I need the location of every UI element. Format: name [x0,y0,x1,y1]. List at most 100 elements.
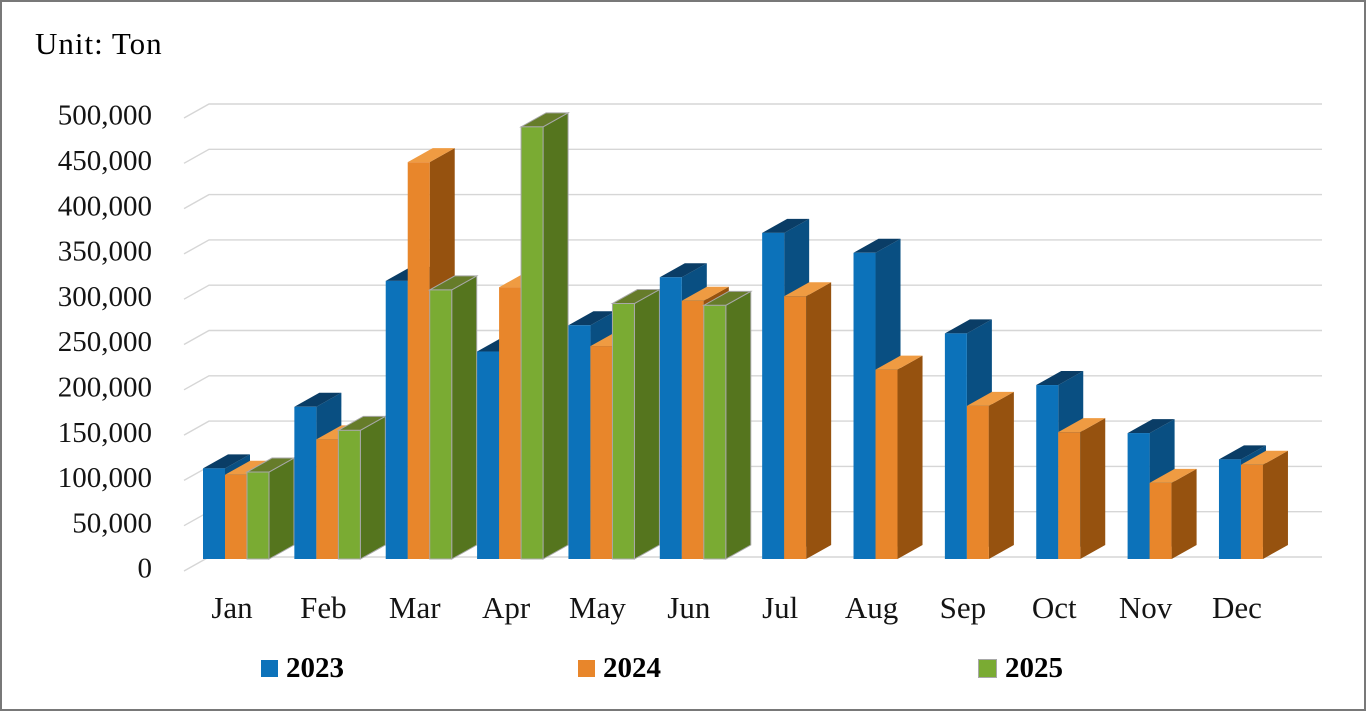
gridline [183,329,1322,346]
bar-side-2025-May [633,288,660,560]
bar-top-2024-Jun [681,286,729,301]
y-axis-tick-label: 250,000 [58,326,152,358]
bar-top-2023-Jul [762,218,810,233]
bar-2025-Jan [246,471,270,560]
bar-top-2023-Feb [294,392,342,407]
x-axis-month-label: Mar [389,590,441,625]
x-axis-month-label: Feb [300,590,347,625]
gridline [183,193,1322,210]
legend-label-2023: 2023 [286,651,344,684]
bar-2024-Oct [1058,432,1081,559]
bar-2024-May [590,346,613,559]
bar-2024-Dec [1240,464,1263,559]
x-axis-month-label: Apr [482,590,531,625]
bar-side-2025-Jan [268,457,295,560]
bar-side-2025-Feb [359,415,386,560]
bar-side-2024-Sep [988,391,1014,559]
y-axis-tick-label: 100,000 [58,462,152,494]
legend-item-2023: 2023 [261,650,344,686]
x-axis-month-label: Nov [1119,590,1173,625]
bar-top-2024-Sep [966,391,1014,406]
bar-top-2024-Nov [1149,468,1197,483]
bar-side-2024-Aug [897,355,923,559]
gridline [183,103,1322,119]
bar-2023-Nov [1127,433,1150,559]
x-axis-month-label: May [569,590,626,625]
bar-top-2023-Jan [203,454,250,469]
gridline [183,239,1322,255]
unit-label: Unit: Ton [35,26,163,61]
bar-2024-Apr [499,287,522,559]
legend: 2023 2024 2025 [2,650,1364,690]
bar-2024-Jun [681,300,704,559]
bar-2023-Aug [853,252,876,559]
x-axis-month-label: Jan [211,590,253,625]
bar-2023-Jul [762,232,785,559]
bar-side-2025-Mar [451,275,478,560]
bar-2024-Aug [875,369,898,559]
y-axis-tick-label: 150,000 [58,417,152,449]
bar-2023-Feb [294,406,317,559]
bar-side-2024-Jul [806,282,832,559]
bar-2023-Sep [944,333,967,559]
chart-canvas: 0 50,000 100,000 150,000 200,000 250,000 300,0… [58,100,1322,625]
bar-2023-Jun [659,277,682,559]
bar-side-2024-Oct [1080,418,1106,559]
bar-side-2025-Jun [725,290,752,560]
gridline [183,375,1322,391]
x-axis-month-label: Dec [1212,590,1262,625]
y-axis-tick-label: 500,000 [58,100,152,132]
bar-2023-Jan [203,468,225,559]
x-axis-month-label: Aug [845,590,898,625]
bar-top-2023-Sep [944,319,992,334]
bar-top-2023-Aug [853,238,901,253]
bar-side-2024-Nov [1171,468,1197,559]
bar-top-2024-Dec [1240,450,1288,465]
y-axis-tick-label: 450,000 [58,145,152,177]
y-axis-tick-label: 0 [138,553,153,585]
x-axis-month-label: Sep [940,590,987,625]
y-axis-tick-label: 400,000 [58,190,152,222]
bar-2024-Mar [407,162,430,559]
bar-top-2023-Oct [1036,371,1084,386]
y-axis-tick-label: 300,000 [58,281,152,313]
legend-swatch-2025-icon [978,658,997,678]
bar-2023-Mar [385,280,408,559]
legend-item-2024: 2024 [578,650,661,686]
gridline [183,284,1322,300]
legend-label-2025: 2025 [1005,651,1063,684]
bar-top-2023-Dec [1218,445,1266,460]
bar-side-2024-Dec [1262,450,1288,559]
bar-top-2023-Jun [659,263,707,278]
bar-top-2024-Jul [784,282,832,297]
bar-2025-May [611,303,635,560]
bar-2024-Sep [966,405,989,559]
gridline [183,148,1322,164]
bar-side-2025-Apr [542,111,569,560]
bar-2023-Oct [1036,385,1059,559]
y-axis-tick-label: 50,000 [72,507,152,539]
bar-2023-Dec [1218,459,1241,559]
bar-top-2023-Nov [1127,419,1175,434]
x-axis-month-label: Jun [667,590,711,625]
bar-2024-Nov [1149,482,1172,559]
bar-2023-Apr [477,351,500,559]
x-axis-month-label: Jul [762,590,798,625]
y-axis-tick-label: 350,000 [58,236,152,268]
legend-swatch-2023-icon [261,659,278,677]
x-axis-month-label: Oct [1032,590,1077,625]
bar-2023-May [568,325,591,559]
bar-2025-Jun [703,304,727,560]
bar-top-2023-May [568,311,616,326]
legend-item-2025: 2025 [978,650,1063,686]
bar-2025-Mar [429,289,453,560]
bar-2024-Jan [225,474,247,559]
legend-swatch-2024-icon [578,659,595,677]
bar-2024-Feb [316,439,339,559]
y-axis-tick-label: 200,000 [58,371,152,403]
bar-top-2024-Aug [875,355,923,370]
bar-2025-Apr [520,126,544,560]
legend-label-2024: 2024 [603,651,661,684]
bar-top-2024-Oct [1058,418,1106,433]
